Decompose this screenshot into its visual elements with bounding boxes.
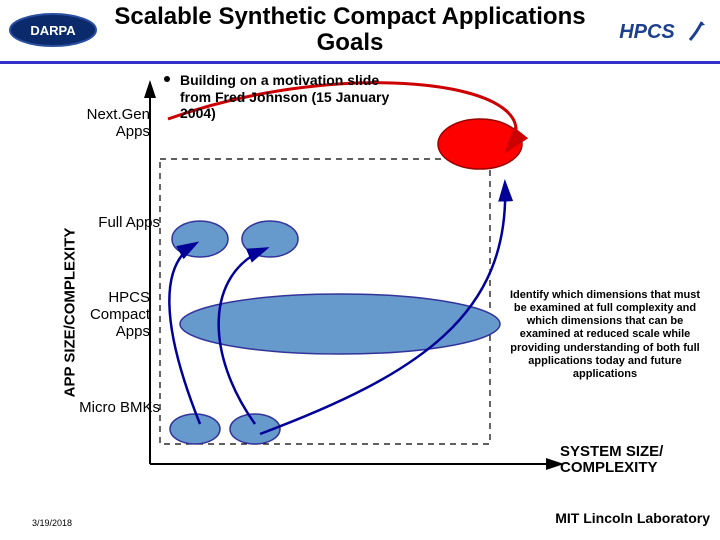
content-area: APP SIZE/COMPLEXITY Next.Gen Apps Full A… (0, 64, 720, 534)
title-block: Scalable Synthetic Compact Applications … (98, 4, 602, 57)
row-label-micro: Micro BMKs (70, 399, 160, 416)
page-title: Scalable Synthetic Compact Applications … (98, 4, 602, 57)
hpcs-logo: HPCS (602, 10, 712, 50)
bullet-text: Building on a motivation slide from Fred… (180, 72, 389, 122)
footer-lab: MIT Lincoln Laboratory (555, 510, 710, 526)
header-bar: DARPA Scalable Synthetic Compact Applica… (0, 0, 720, 64)
row-label-full: Full Apps (70, 214, 160, 231)
bullet-icon (164, 76, 170, 82)
row-label-hpcs: HPCS Compact Apps (60, 289, 150, 340)
x-axis-label: SYSTEM SIZE/ COMPLEXITY (560, 444, 690, 477)
bullet-motivation: Building on a motivation slide from Fred… (180, 72, 410, 122)
side-note: Identify which dimensions that must be e… (505, 289, 705, 381)
footer-date: 3/19/2018 (32, 518, 72, 528)
darpa-text: DARPA (30, 23, 76, 38)
row-label-nextgen: Next.Gen Apps (60, 106, 150, 140)
hpcs-text: HPCS (619, 21, 675, 43)
darpa-logo: DARPA (8, 10, 98, 50)
